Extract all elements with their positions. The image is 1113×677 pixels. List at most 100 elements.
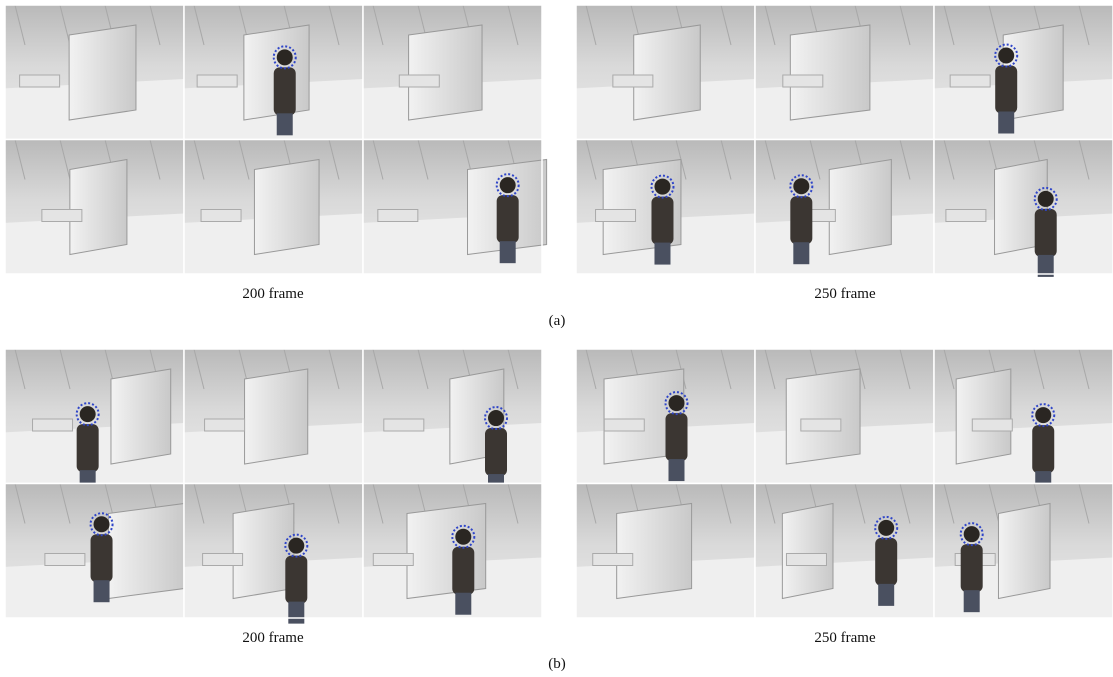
desk	[373, 554, 413, 566]
desk	[33, 419, 73, 431]
camera-view	[576, 5, 755, 140]
person-legs	[998, 112, 1014, 134]
whiteboard	[70, 160, 127, 255]
person-body	[77, 424, 99, 472]
person-body	[790, 196, 812, 244]
whiteboard	[786, 369, 860, 464]
camera-view	[934, 349, 1113, 493]
camera-grid	[576, 5, 1113, 277]
page: 200 frame 250 frame (a) 200 frame 250 fr…	[0, 0, 1113, 677]
camera-view	[363, 484, 542, 619]
camera-view	[755, 140, 934, 275]
desk	[593, 554, 633, 566]
desk	[201, 210, 241, 222]
person-head	[94, 516, 110, 532]
whiteboard	[956, 369, 1011, 464]
person-body	[875, 538, 897, 586]
camera-view	[363, 349, 542, 496]
person-head	[998, 48, 1014, 64]
camera-view	[184, 349, 363, 484]
person-body	[274, 67, 296, 115]
person-legs	[654, 243, 670, 265]
person-body	[452, 547, 474, 595]
person-body	[665, 413, 687, 461]
camera-view	[755, 5, 934, 140]
desk	[950, 75, 990, 87]
desk	[384, 419, 424, 431]
person-legs	[668, 459, 684, 481]
desk	[378, 210, 418, 222]
whiteboard	[617, 504, 692, 599]
figure	[0, 0, 1113, 677]
whiteboard	[998, 504, 1050, 599]
whiteboard	[790, 25, 870, 120]
person-body	[91, 534, 113, 582]
panel-caption: 250 frame	[745, 630, 945, 647]
person-body	[285, 556, 307, 604]
person-head	[654, 179, 670, 195]
person-head	[668, 395, 684, 411]
subfigure-label: (a)	[457, 313, 657, 330]
camera-view	[5, 349, 184, 492]
person-head	[1038, 191, 1054, 207]
desk	[786, 554, 826, 566]
camera-view	[184, 5, 363, 140]
panel-caption: 250 frame	[745, 286, 945, 303]
person-body	[1035, 209, 1057, 257]
person-head	[500, 177, 516, 193]
camera-view	[934, 140, 1113, 277]
whiteboard	[108, 504, 184, 599]
desk	[613, 75, 653, 87]
person-body	[485, 428, 507, 476]
person-head	[277, 49, 293, 65]
person-head	[1035, 407, 1051, 423]
camera-grid	[5, 349, 542, 624]
camera-grid	[5, 5, 547, 274]
person-body	[497, 195, 519, 243]
person-body	[995, 66, 1017, 114]
person-head	[455, 529, 471, 545]
desk	[205, 419, 245, 431]
desk	[42, 210, 82, 222]
person-legs	[793, 242, 809, 264]
whiteboard	[782, 504, 833, 599]
camera-view	[755, 349, 934, 484]
whiteboard	[254, 160, 319, 255]
whiteboard	[69, 25, 136, 120]
desk	[972, 419, 1012, 431]
camera-view	[576, 484, 755, 619]
person-body	[1032, 425, 1054, 473]
camera-view	[576, 140, 755, 275]
desk	[604, 419, 644, 431]
person-head	[878, 520, 894, 536]
desk	[20, 75, 60, 87]
desk	[203, 554, 243, 566]
desk	[399, 75, 439, 87]
camera-view	[363, 5, 542, 140]
panel-caption: 200 frame	[173, 286, 373, 303]
camera-view	[184, 140, 363, 275]
camera-view	[5, 140, 184, 275]
desk	[801, 419, 841, 431]
desk	[45, 554, 85, 566]
whiteboard	[634, 25, 701, 120]
person-legs	[288, 602, 304, 624]
whiteboard	[245, 369, 308, 464]
camera-view	[5, 5, 184, 140]
person-body	[651, 197, 673, 245]
whiteboard	[829, 160, 891, 255]
desk	[197, 75, 237, 87]
person-legs	[94, 580, 110, 602]
subfigure-label: (b)	[457, 656, 657, 673]
person-legs	[455, 593, 471, 615]
camera-view	[363, 140, 547, 275]
camera-view	[755, 484, 934, 619]
person-head	[288, 538, 304, 554]
person-legs	[277, 113, 293, 135]
camera-grid	[576, 349, 1113, 618]
panel-caption: 200 frame	[173, 630, 373, 647]
person-head	[80, 406, 96, 422]
camera-view	[5, 484, 184, 619]
camera-view	[934, 5, 1113, 140]
person-head	[964, 526, 980, 542]
